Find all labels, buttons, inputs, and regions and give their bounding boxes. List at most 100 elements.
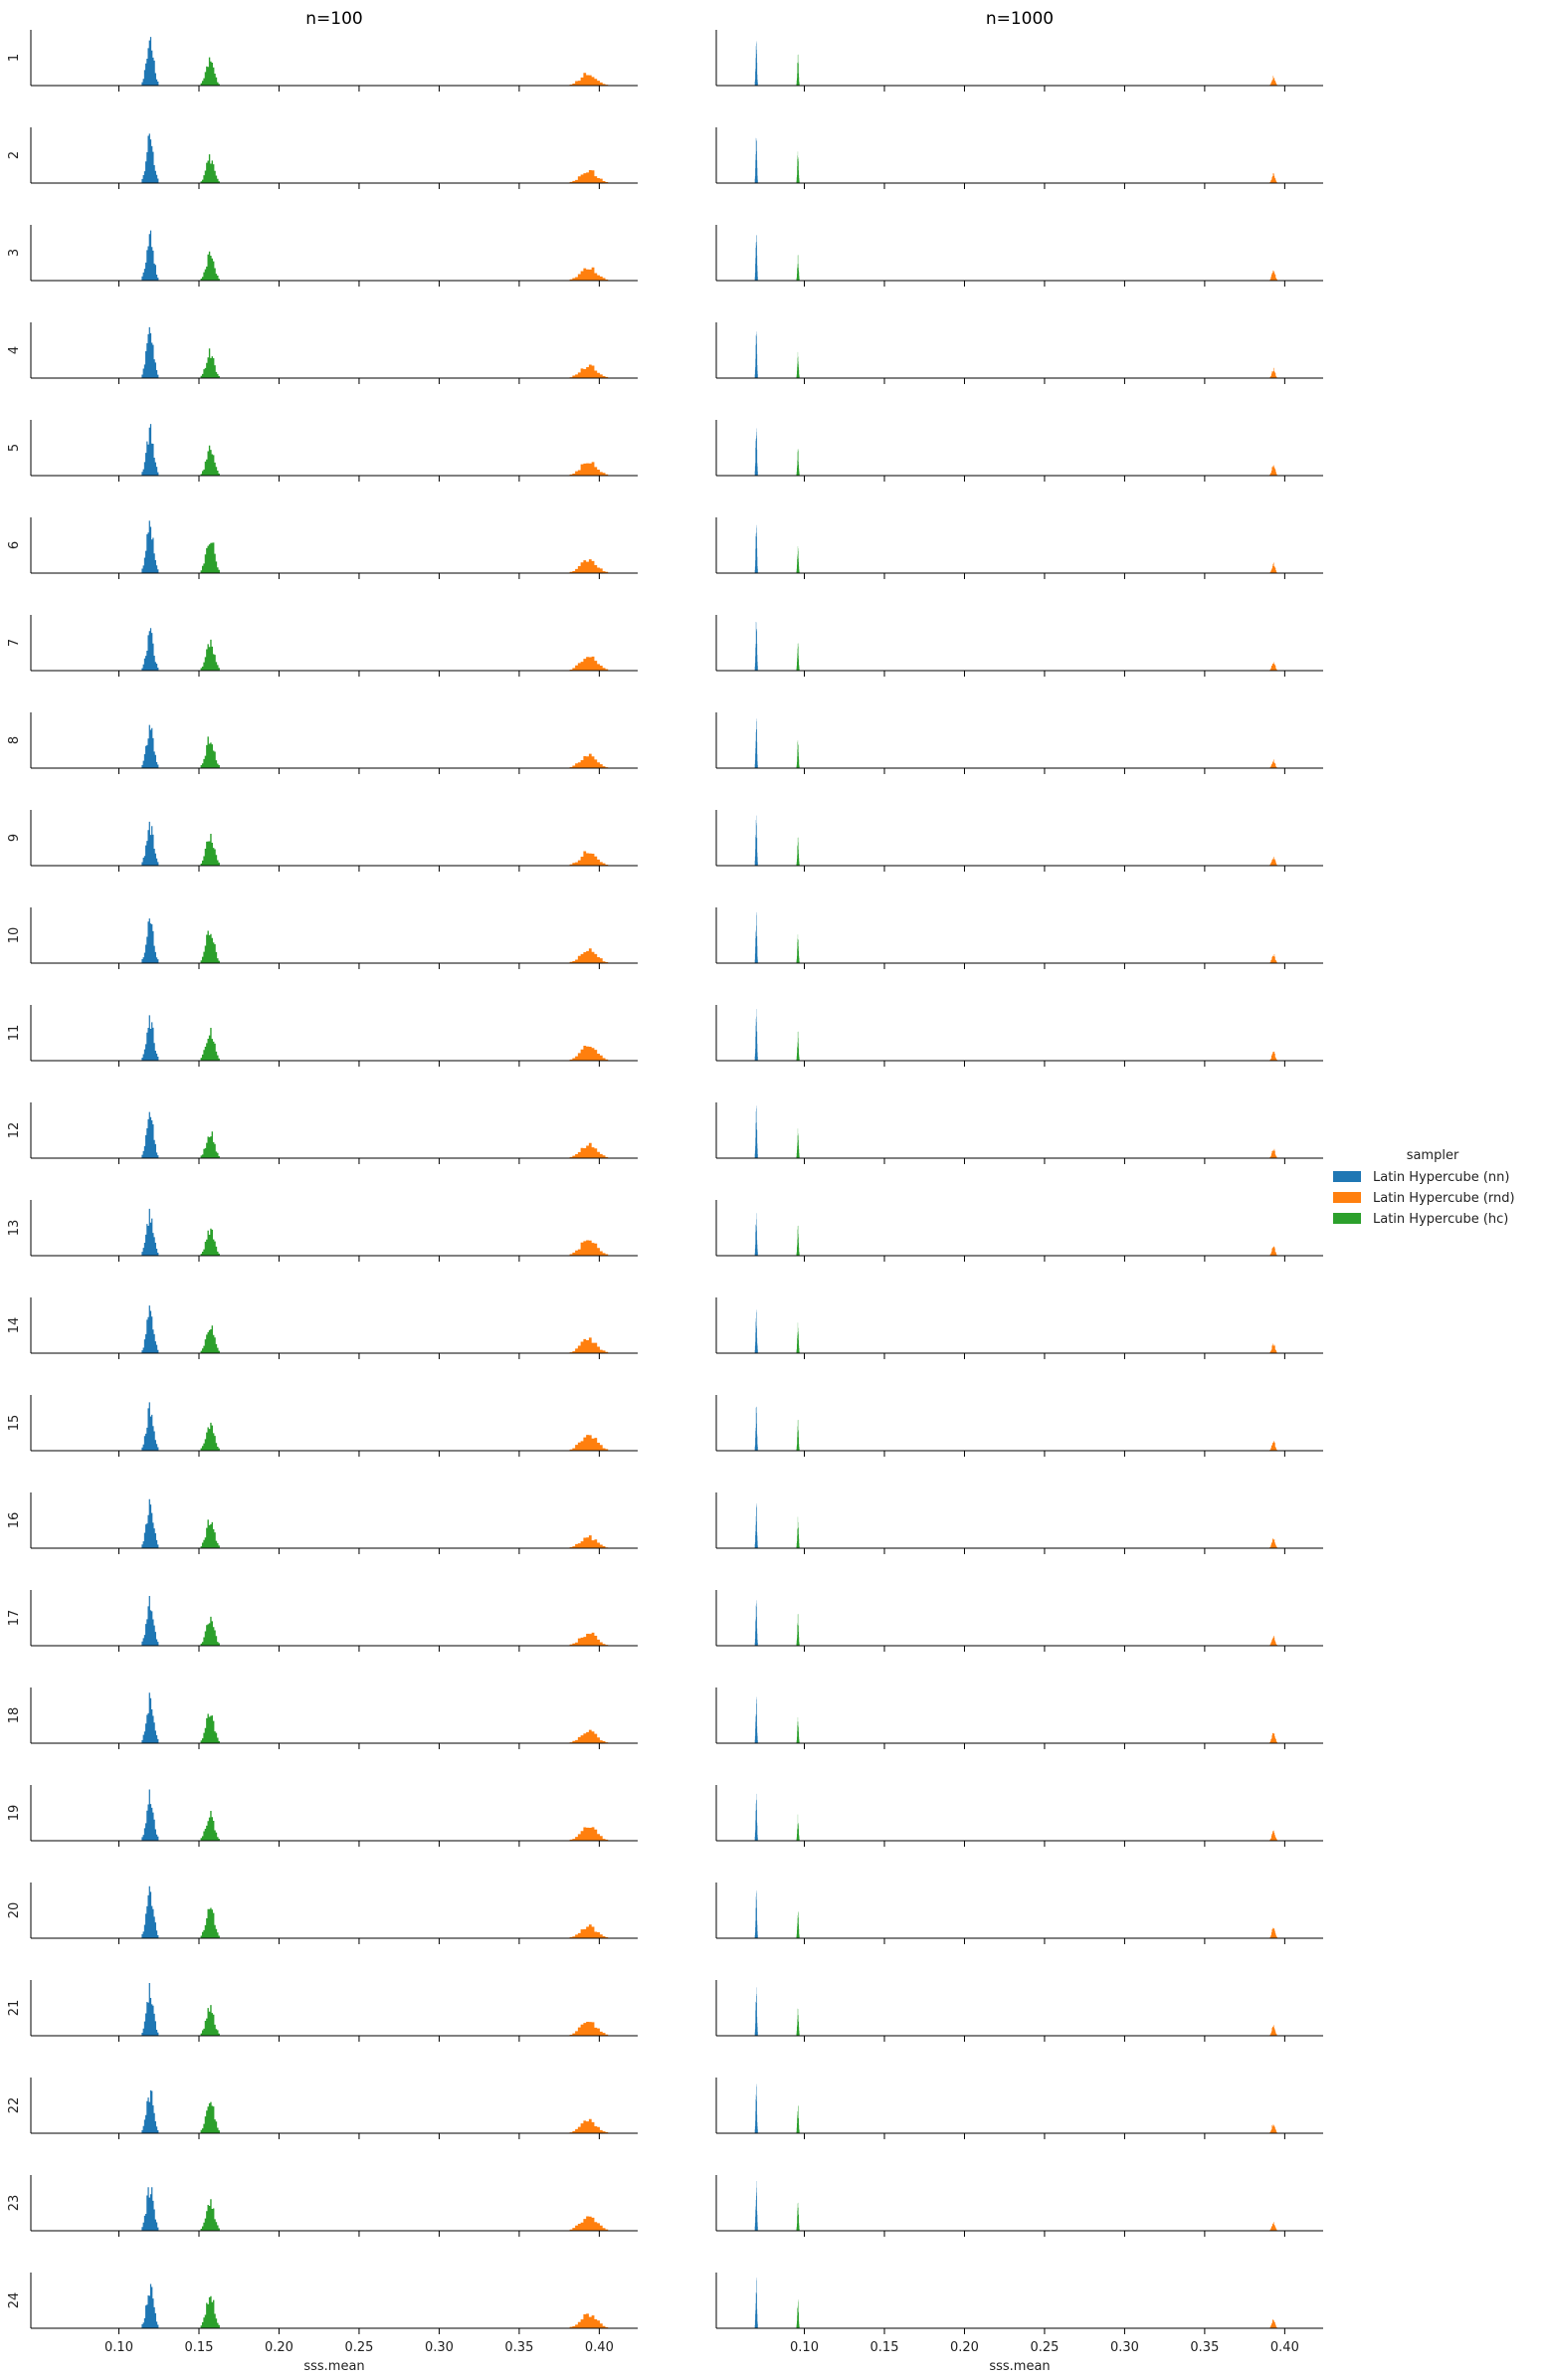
- x-axis-label-1: sss.mean: [303, 2359, 364, 2374]
- hist-latin-hypercube-nn-r3-c2: [754, 234, 758, 281]
- panel-r24-c1: 24 0.10 0.15 0.20 0.25 0.30 0.35 0.40 sss.mean: [7, 2273, 638, 2374]
- hist-latin-hypercube-rnd-r6-c1: [569, 559, 609, 573]
- hist-latin-hypercube-nn-r6-c1: [141, 520, 159, 573]
- legend-title: sampler: [1407, 1148, 1459, 1163]
- hist-latin-hypercube-nn-r22-c2: [754, 2083, 758, 2133]
- hist-latin-hypercube-hc-r18-c1: [200, 1713, 220, 1743]
- panel-r11-c2: [715, 1005, 1323, 1067]
- hist-latin-hypercube-rnd-r3-c1: [569, 267, 609, 281]
- panel-r5-c2: [715, 420, 1323, 482]
- row-label-12: 12: [7, 1122, 22, 1139]
- x-tick-label: 0.15: [870, 2340, 899, 2355]
- row-label-16: 16: [7, 1512, 22, 1529]
- panel-r19-c2: [715, 1785, 1323, 1847]
- panel-r19-c1: 19: [7, 1785, 638, 1847]
- hist-latin-hypercube-nn-r11-c1: [141, 1015, 159, 1061]
- x-tick-label: 0.10: [104, 2340, 133, 2355]
- hist-latin-hypercube-nn-r9-c2: [754, 815, 758, 866]
- hist-latin-hypercube-hc-r19-c1: [200, 1811, 220, 1841]
- hist-latin-hypercube-rnd-r11-c2: [1269, 1051, 1277, 1061]
- hist-latin-hypercube-nn-r12-c2: [754, 1105, 758, 1158]
- panel-r14-c1: 14: [7, 1297, 638, 1359]
- hist-latin-hypercube-hc-r2-c2: [796, 151, 800, 183]
- hist-latin-hypercube-rnd-r10-c1: [569, 948, 609, 963]
- hist-latin-hypercube-hc-r4-c2: [796, 351, 800, 378]
- panel-r7-c1: 7: [7, 615, 638, 677]
- row-label-22: 22: [7, 2097, 22, 2114]
- panel-r12-c2: [715, 1102, 1323, 1164]
- hist-latin-hypercube-hc-r21-c2: [796, 2008, 800, 2036]
- x-tick-label: 0.40: [585, 2340, 614, 2355]
- hist-latin-hypercube-hc-r9-c1: [200, 833, 220, 866]
- hist-latin-hypercube-nn-r13-c1: [141, 1208, 159, 1256]
- row-label-9: 9: [7, 834, 22, 842]
- hist-latin-hypercube-rnd-r17-c1: [569, 1632, 609, 1646]
- hist-latin-hypercube-rnd-r23-c1: [569, 2216, 609, 2231]
- hist-latin-hypercube-hc-r1-c2: [796, 54, 800, 86]
- hist-latin-hypercube-rnd-r5-c1: [569, 462, 609, 476]
- hist-latin-hypercube-hc-r15-c2: [796, 1419, 800, 1451]
- hist-latin-hypercube-hc-r16-c2: [796, 1516, 800, 1548]
- hist-latin-hypercube-hc-r24-c1: [200, 2295, 220, 2328]
- hist-latin-hypercube-nn-r23-c1: [141, 2187, 159, 2231]
- panel-r13-c1: 13: [7, 1200, 638, 1262]
- row-label-1: 1: [7, 54, 22, 62]
- hist-latin-hypercube-nn-r10-c2: [754, 911, 758, 963]
- hist-latin-hypercube-hc-r24-c2: [796, 2299, 800, 2328]
- hist-latin-hypercube-hc-r17-c1: [200, 1616, 220, 1646]
- x-tick-label: 0.25: [1030, 2340, 1059, 2355]
- panel-r21-c2: [715, 1980, 1323, 2042]
- column-title-1: n=100: [305, 9, 362, 29]
- hist-latin-hypercube-hc-r7-c2: [796, 643, 800, 671]
- legend-entry: Latin Hypercube (rnd): [1373, 1191, 1515, 1206]
- hist-latin-hypercube-nn-r16-c1: [141, 1498, 159, 1548]
- hist-latin-hypercube-nn-r19-c2: [754, 1793, 758, 1841]
- hist-latin-hypercube-nn-r10-c1: [141, 918, 159, 963]
- hist-latin-hypercube-hc-r14-c2: [796, 1322, 800, 1353]
- panel-r4-c1: 4: [7, 322, 638, 384]
- panel-r14-c2: [715, 1297, 1323, 1359]
- panel-r21-c1: 21: [7, 1980, 638, 2042]
- hist-latin-hypercube-hc-r16-c1: [200, 1519, 220, 1548]
- panel-r22-c1: 22: [7, 2078, 638, 2139]
- hist-latin-hypercube-rnd-r21-c2: [1269, 2025, 1277, 2036]
- row-label-3: 3: [7, 249, 22, 257]
- hist-latin-hypercube-nn-r18-c1: [141, 1692, 159, 1743]
- hist-latin-hypercube-nn-r8-c1: [141, 724, 159, 768]
- row-label-24: 24: [7, 2292, 22, 2309]
- panel-r6-c2: [715, 517, 1323, 579]
- row-label-2: 2: [7, 151, 22, 159]
- row-label-18: 18: [7, 1707, 22, 1724]
- hist-latin-hypercube-rnd-r1-c2: [1269, 76, 1277, 86]
- hist-latin-hypercube-rnd-r4-c1: [569, 364, 609, 378]
- panel-r7-c2: [715, 615, 1323, 677]
- hist-latin-hypercube-nn-r2-c2: [754, 137, 758, 183]
- hist-latin-hypercube-hc-r10-c1: [200, 930, 220, 963]
- hist-latin-hypercube-nn-r19-c1: [141, 1789, 159, 1841]
- panel-r9-c1: 9: [7, 810, 638, 872]
- hist-latin-hypercube-nn-r15-c1: [141, 1402, 159, 1451]
- hist-latin-hypercube-hc-r13-c2: [796, 1225, 800, 1256]
- panel-r23-c2: [715, 2175, 1323, 2237]
- row-label-15: 15: [7, 1415, 22, 1432]
- hist-latin-hypercube-rnd-r18-c2: [1269, 1732, 1277, 1743]
- hist-latin-hypercube-rnd-r21-c1: [569, 2021, 609, 2036]
- panel-r4-c2: [715, 322, 1323, 384]
- panel-r10-c1: 10: [7, 907, 638, 969]
- panel-r8-c2: [715, 712, 1323, 774]
- x-tick-label: 0.30: [1110, 2340, 1139, 2355]
- row-label-19: 19: [7, 1805, 22, 1822]
- hist-latin-hypercube-rnd-r9-c2: [1269, 857, 1277, 866]
- hist-latin-hypercube-rnd-r4-c2: [1269, 367, 1277, 378]
- hist-latin-hypercube-rnd-r14-c2: [1269, 1343, 1277, 1353]
- row-label-20: 20: [7, 1902, 22, 1919]
- x-tick-label: 0.10: [790, 2340, 819, 2355]
- hist-latin-hypercube-rnd-r12-c1: [569, 1142, 609, 1158]
- row-label-8: 8: [7, 736, 22, 744]
- hist-latin-hypercube-rnd-r20-c2: [1269, 1927, 1277, 1938]
- hist-latin-hypercube-hc-r5-c2: [796, 449, 800, 476]
- hist-latin-hypercube-hc-r11-c2: [796, 1031, 800, 1061]
- hist-latin-hypercube-hc-r8-c2: [796, 740, 800, 768]
- hist-latin-hypercube-nn-r14-c2: [754, 1309, 758, 1353]
- hist-latin-hypercube-rnd-r19-c2: [1269, 1830, 1277, 1841]
